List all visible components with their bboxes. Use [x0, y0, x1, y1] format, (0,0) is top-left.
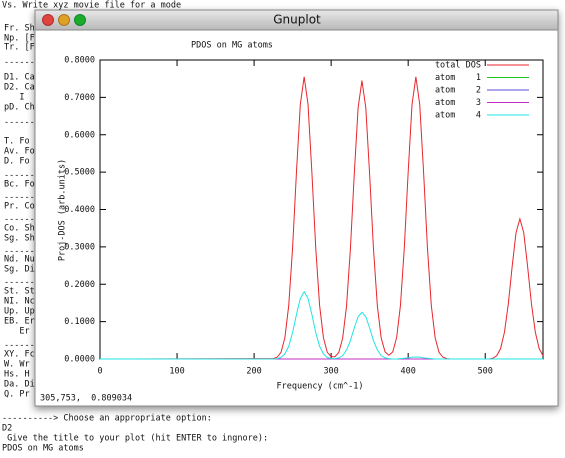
x-axis-label: Frequency (cm^-1)	[277, 382, 364, 392]
series-line	[100, 290, 543, 360]
y-tick-label: 0.6000	[64, 130, 95, 140]
terminal-line: -------	[4, 215, 40, 225]
x-tick-label: 300	[323, 367, 338, 377]
terminal-line: EB. Er	[4, 317, 35, 327]
terminal-line: Nd. Nu	[4, 255, 35, 265]
x-tick-label: 100	[169, 367, 184, 377]
legend-label: total DOS	[435, 61, 481, 71]
terminal-line: Pr. Co	[4, 202, 35, 212]
terminal-line: D. Fo	[4, 157, 30, 167]
legend-label: atom 4	[435, 111, 481, 121]
y-tick-label: 0.7000	[64, 93, 95, 103]
terminal-line: XY. Fc	[4, 350, 35, 360]
terminal-line: ----------> Choose an appropriate option…	[2, 414, 212, 424]
plot: PDOS on MG atoms Frequency (cm^-1) Proj-…	[58, 41, 544, 392]
series-line	[99, 76, 544, 360]
terminal-line: D2. Ca	[4, 83, 35, 93]
gnuplot-window: Gnuplot 305,753, 0.809034	[34, 9, 559, 407]
terminal-line: Er	[4, 327, 30, 337]
terminal-line: pD. Ch	[4, 103, 35, 113]
legend-label: atom 3	[435, 98, 481, 108]
terminal-line: -------	[4, 341, 40, 351]
terminal-line: -------	[4, 278, 40, 288]
y-tick-label: 0.0000	[64, 355, 95, 365]
terminal-line: -------	[4, 118, 40, 128]
terminal-line: I	[4, 93, 24, 103]
terminal-line: Sg. Sh	[4, 234, 35, 244]
terminal-line: Av. Fo	[4, 147, 35, 157]
y-tick-label: 0.5000	[64, 168, 95, 178]
y-axis-label: Proj-DOS (arb.units)	[58, 159, 68, 261]
y-tick-label: 0.8000	[64, 56, 95, 66]
terminal-line: -------	[4, 58, 40, 68]
x-tick-label: 200	[246, 367, 261, 377]
close-button[interactable]	[42, 14, 54, 26]
terminal-line: Fr. Sh	[4, 24, 35, 34]
window-title: Gnuplot	[273, 13, 321, 27]
terminal-line: Np. [F	[4, 34, 35, 44]
terminal-line: Give the title to your plot (hit ENTER t…	[2, 434, 268, 444]
terminal-line: PDOS on MG atoms	[2, 444, 84, 454]
terminal-line: Q. Pr	[4, 390, 30, 400]
window-frame	[34, 9, 559, 407]
x-tick-label: 400	[400, 367, 415, 377]
terminal-line: -------	[4, 171, 40, 181]
terminal-line: Sg. Di	[4, 265, 35, 275]
terminal: Vs. Write xyz movie file for a mode Fr. …	[2, 1, 181, 400]
terminal-line: Vs. Write xyz movie file for a mode	[2, 1, 181, 11]
terminal-line: Co. Sh	[4, 224, 35, 234]
terminal-line: -------	[4, 247, 40, 257]
y-tick-label: 0.3000	[64, 242, 95, 252]
terminal-line: -------	[4, 193, 40, 203]
terminal-line: D1. Ca	[4, 73, 35, 83]
terminal-line: NI. Nc	[4, 297, 35, 307]
title-bar	[34, 9, 559, 31]
terminal-line: Bc. Fo	[4, 180, 35, 190]
y-tick-label: 0.2000	[64, 280, 95, 290]
terminal-line: W. Wr	[4, 360, 30, 370]
terminal-line: Up. Up	[4, 307, 35, 317]
terminal-line: St. St	[4, 287, 35, 297]
x-tick-label: 0	[97, 367, 102, 377]
y-tick-label: 0.4000	[64, 205, 95, 215]
legend-label: atom 2	[435, 86, 481, 96]
terminal-line: Tr. [F	[4, 43, 35, 53]
minimize-button[interactable]	[58, 14, 70, 26]
legend-label: atom 1	[435, 73, 481, 83]
terminal-line: T. Fo	[4, 137, 30, 147]
status-text: 305,753, 0.809034	[40, 394, 132, 404]
terminal-line: D2	[2, 424, 12, 434]
y-tick-label: 0.1000	[64, 317, 95, 327]
zoom-button[interactable]	[74, 14, 86, 26]
x-tick-label: 500	[478, 367, 493, 377]
terminal-line: Hs. H	[4, 370, 30, 380]
chart-title: PDOS on MG atoms	[191, 41, 273, 51]
terminal-line: Da. Di	[4, 380, 35, 390]
